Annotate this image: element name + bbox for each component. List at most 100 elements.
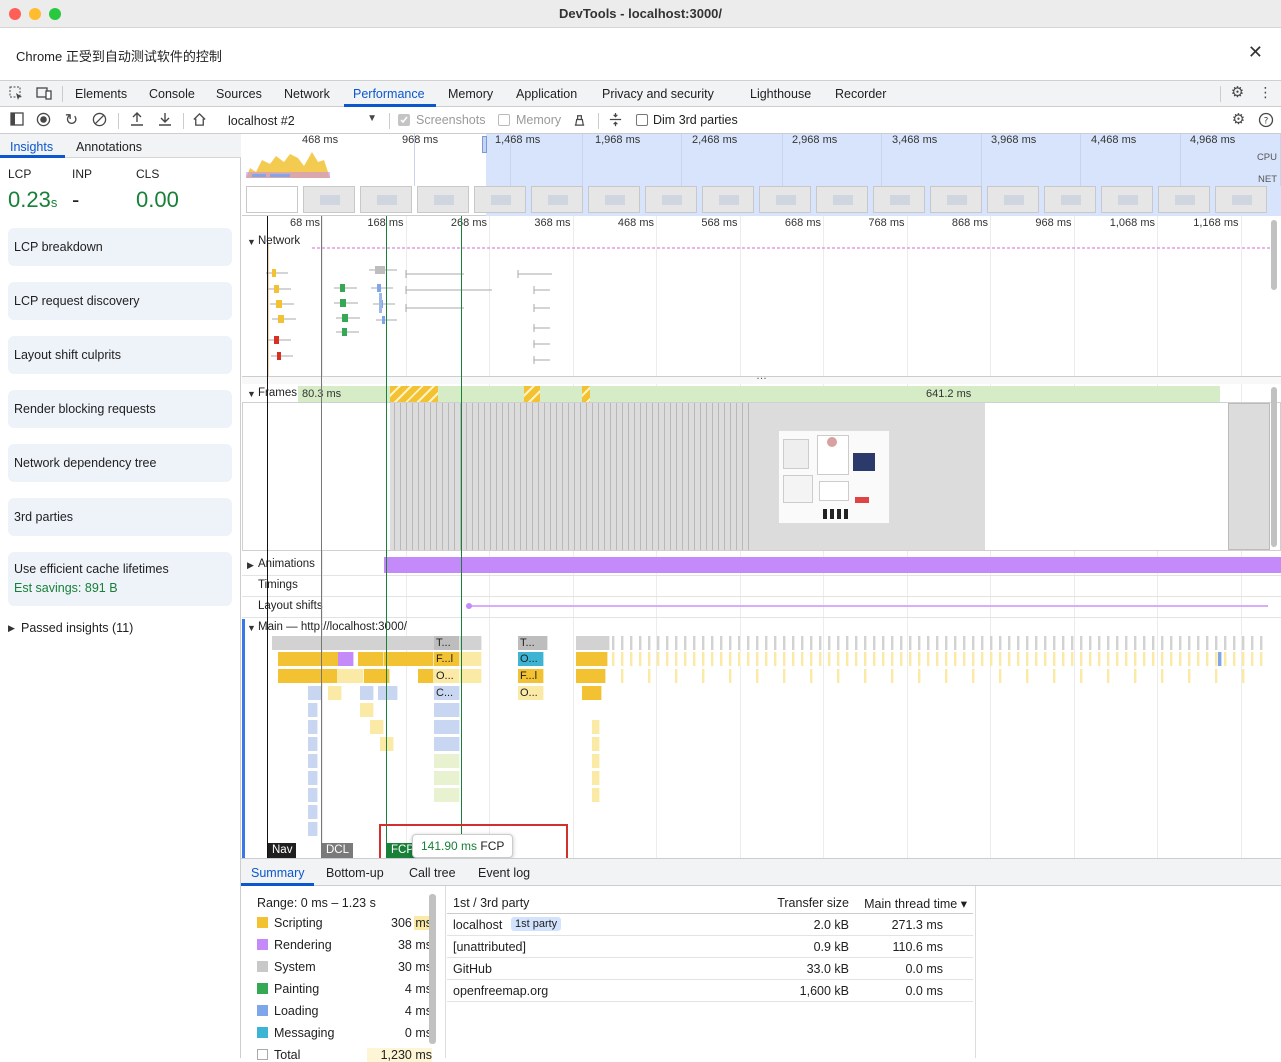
- flame-block[interactable]: [711, 652, 714, 666]
- flame-block[interactable]: [684, 652, 687, 666]
- flame-block[interactable]: [1170, 636, 1173, 650]
- flame-block[interactable]: [576, 636, 610, 650]
- flame-block[interactable]: [999, 669, 1002, 683]
- main-track-label[interactable]: Main — http://localhost:3000/: [258, 621, 407, 633]
- flame-block[interactable]: [747, 652, 750, 666]
- flame-block[interactable]: [434, 737, 460, 751]
- flame-block[interactable]: [1197, 652, 1200, 666]
- flame-block[interactable]: [1134, 636, 1137, 650]
- minimize-window-button[interactable]: [29, 8, 41, 20]
- tab-insights[interactable]: Insights: [10, 140, 54, 154]
- network-request-bar[interactable]: [342, 314, 348, 322]
- inspect-element-icon[interactable]: [7, 85, 24, 102]
- nav-marker[interactable]: Nav: [268, 843, 297, 858]
- flame-function[interactable]: O...: [434, 669, 460, 683]
- tab-annotations[interactable]: Annotations: [76, 140, 143, 154]
- third-party-row[interactable]: localhost 1st party 2.0 kB 271.3 ms: [447, 914, 973, 936]
- track-resizer[interactable]: …: [242, 370, 1281, 384]
- flame-block[interactable]: [873, 636, 876, 650]
- insight-3rd-parties[interactable]: 3rd parties: [8, 498, 232, 536]
- frame-partial-block[interactable]: [390, 386, 438, 403]
- filmstrip-frame[interactable]: [474, 186, 526, 213]
- flame-block[interactable]: [945, 636, 948, 650]
- insight-render-blocking[interactable]: Render blocking requests: [8, 390, 232, 428]
- insight-layout-shift-culprits[interactable]: Layout shift culprits: [8, 336, 232, 374]
- flame-block[interactable]: [1098, 636, 1101, 650]
- flame-block[interactable]: [1044, 636, 1047, 650]
- flame-block[interactable]: [972, 652, 975, 666]
- flame-block[interactable]: [891, 652, 894, 666]
- flame-block[interactable]: [1179, 636, 1182, 650]
- flame-block[interactable]: [765, 636, 768, 650]
- tab-sources[interactable]: Sources: [216, 87, 262, 101]
- filmstrip-frame[interactable]: [873, 186, 925, 213]
- toggle-sidebar-icon[interactable]: [8, 112, 25, 129]
- flame-block[interactable]: [1026, 636, 1029, 650]
- flame-block[interactable]: [765, 652, 768, 666]
- flame-block[interactable]: [1242, 636, 1245, 650]
- flame-block[interactable]: [308, 788, 318, 802]
- network-request-bar[interactable]: [272, 269, 276, 277]
- flame-block[interactable]: [873, 652, 876, 666]
- flame-block[interactable]: [360, 703, 374, 717]
- flame-block[interactable]: [308, 720, 318, 734]
- flame-block[interactable]: [918, 636, 921, 650]
- flame-block[interactable]: [1215, 652, 1218, 666]
- screenshot-filmstrip[interactable]: [242, 186, 1281, 214]
- flame-block[interactable]: [308, 771, 318, 785]
- flame-block[interactable]: [308, 754, 318, 768]
- flame-block[interactable]: [891, 669, 894, 683]
- passed-insights-toggle[interactable]: Passed insights (11): [21, 621, 134, 635]
- flame-block[interactable]: [621, 669, 624, 683]
- flame-block[interactable]: [1134, 669, 1137, 683]
- timeline-panel[interactable]: 468 ms 968 ms 1,468 ms 1,968 ms 2,468 ms…: [242, 134, 1281, 858]
- flame-block[interactable]: [1125, 636, 1128, 650]
- flame-block[interactable]: [729, 636, 732, 650]
- filmstrip-frame[interactable]: [303, 186, 355, 213]
- flame-block[interactable]: [1152, 636, 1155, 650]
- network-track[interactable]: [242, 244, 1281, 379]
- tab-network[interactable]: Network: [284, 87, 330, 101]
- layout-shifts-track-label[interactable]: Layout shifts: [258, 600, 323, 612]
- flame-block[interactable]: [855, 636, 858, 650]
- flame-block[interactable]: [666, 652, 669, 666]
- flame-block[interactable]: [1053, 636, 1056, 650]
- flame-block[interactable]: [1143, 652, 1146, 666]
- flame-block[interactable]: [819, 636, 822, 650]
- flame-block[interactable]: [855, 652, 858, 666]
- flame-block[interactable]: [460, 669, 482, 683]
- flame-block[interactable]: [1251, 652, 1254, 666]
- network-request-bar[interactable]: [342, 328, 347, 336]
- flame-block[interactable]: [792, 652, 795, 666]
- flame-block[interactable]: [738, 652, 741, 666]
- flame-block[interactable]: [1071, 652, 1074, 666]
- flame-block[interactable]: [954, 652, 957, 666]
- flame-block[interactable]: [1215, 669, 1218, 683]
- flame-block[interactable]: [810, 636, 813, 650]
- tab-bottom-up[interactable]: Bottom-up: [326, 866, 384, 880]
- filmstrip-frame[interactable]: [1101, 186, 1153, 213]
- flame-block[interactable]: [630, 652, 633, 666]
- more-options-icon[interactable]: ⋮: [1258, 84, 1273, 100]
- flame-block[interactable]: [900, 636, 903, 650]
- flame-block[interactable]: [1224, 652, 1227, 666]
- expand-triangle-icon[interactable]: ▶: [247, 560, 254, 570]
- flame-block[interactable]: [1035, 652, 1038, 666]
- flame-block[interactable]: [1098, 652, 1101, 666]
- col-main-thread-time[interactable]: Main thread time ▾: [864, 897, 967, 911]
- flame-block[interactable]: [1206, 636, 1209, 650]
- flame-block[interactable]: [684, 636, 687, 650]
- flame-block[interactable]: [1251, 636, 1254, 650]
- flame-block[interactable]: [612, 652, 615, 666]
- flame-block[interactable]: [702, 669, 705, 683]
- clear-icon[interactable]: [91, 112, 108, 129]
- flame-block[interactable]: [666, 636, 669, 650]
- flame-block[interactable]: [1197, 636, 1200, 650]
- flame-block[interactable]: [675, 636, 678, 650]
- flame-block[interactable]: [592, 737, 600, 751]
- flame-block[interactable]: [1170, 652, 1173, 666]
- timings-track-label[interactable]: Timings: [258, 579, 298, 591]
- layout-shift-marker[interactable]: [466, 603, 472, 609]
- flame-block[interactable]: [837, 636, 840, 650]
- flame-block[interactable]: [909, 652, 912, 666]
